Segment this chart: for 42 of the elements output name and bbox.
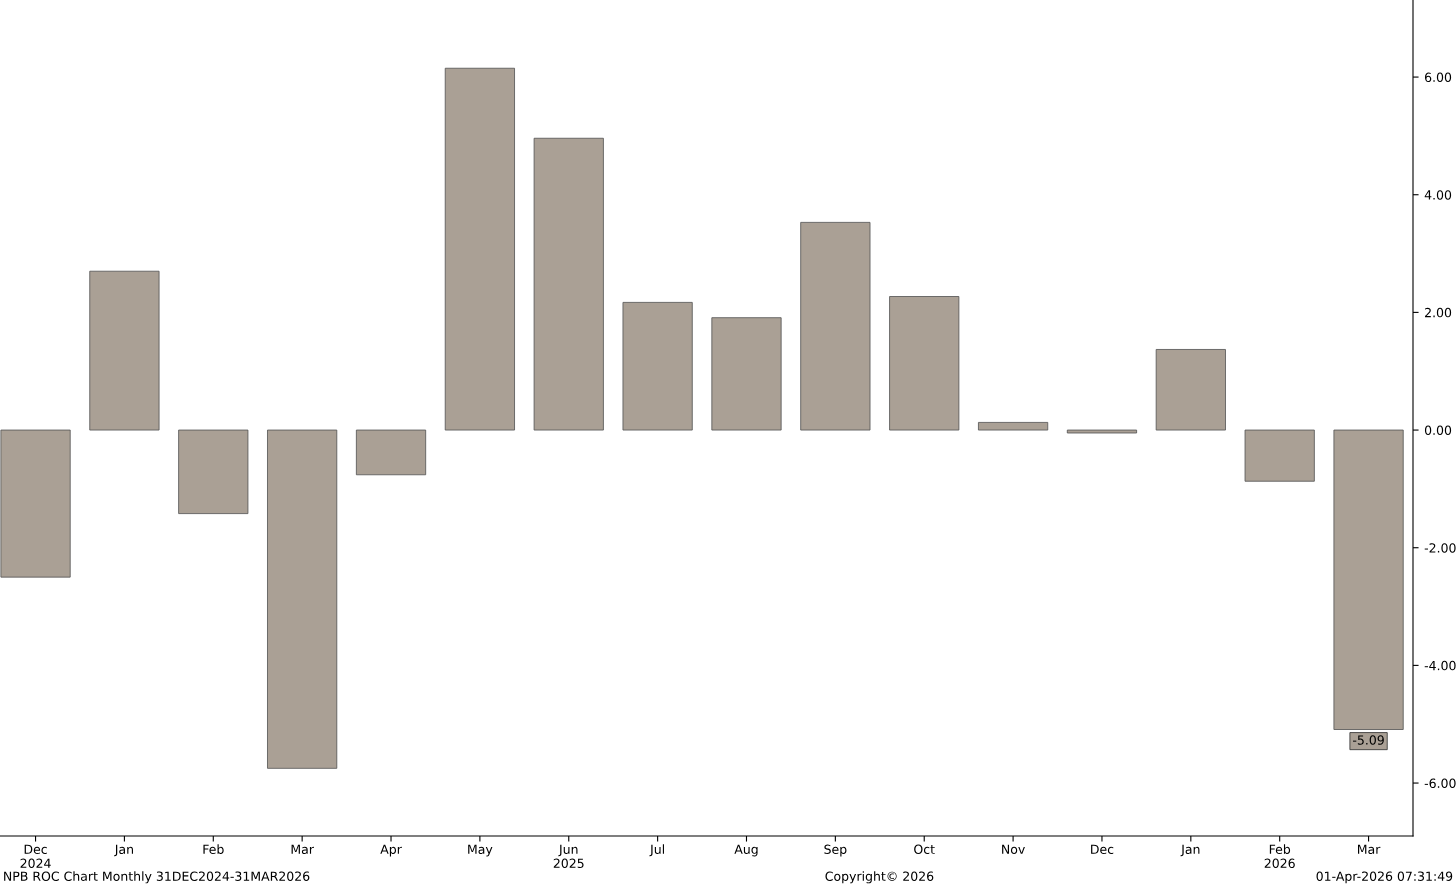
x-tick-label: Mar [291,844,314,855]
bar [800,221,871,431]
bar [1155,349,1226,431]
data-label: -5.09 [1353,735,1384,745]
x-tick-label: Aug [734,844,758,857]
bar [178,429,249,515]
bar [355,429,427,476]
x-tick-label: Feb 2026 [1264,844,1295,869]
bar [267,429,338,769]
x-tick-label: Nov [1002,844,1025,855]
x-tick-label: Feb [203,844,224,855]
y-tick-label: 0.00 [1424,425,1452,435]
y-tick-label: 6.00 [1424,72,1452,82]
bar [711,317,782,431]
y-tick-label: 4.00 [1424,190,1452,200]
bar [89,270,160,431]
text: 01-Apr-2026 07:31:49 [1316,871,1453,884]
y-tick-label: -4.00 [1424,660,1456,671]
y-tick-label: -2.00 [1424,543,1456,553]
bar [533,137,604,431]
x-tick-label: Dec [1091,844,1114,855]
x-tick-label: Sep [824,844,847,857]
bar [444,67,515,431]
bar [978,421,1049,431]
text: Copyright© 2026 [825,871,934,884]
y-tick-label: 2.00 [1425,307,1452,318]
x-tick-label: Jan [1180,844,1200,857]
x-tick-label: Jun 2025 [553,844,584,869]
x-tick-label: Oct [914,844,935,855]
text: NPB ROC Chart Monthly 31DEC2024-31MAR2026 [4,871,310,884]
x-tick-label: Apr [380,844,402,857]
x-tick-label: Jan [114,844,133,857]
x-tick-label: May [468,844,493,857]
x-tick-label: Dec 2024 [20,844,51,869]
bar [889,296,960,431]
bar [1244,429,1315,482]
x-tick-label: Mar [1358,844,1381,855]
x-tick-label: Jul [649,844,664,857]
bar [1066,429,1138,434]
bar [0,429,71,578]
bar [622,301,693,431]
y-tick-label: -6.00 [1424,778,1456,788]
